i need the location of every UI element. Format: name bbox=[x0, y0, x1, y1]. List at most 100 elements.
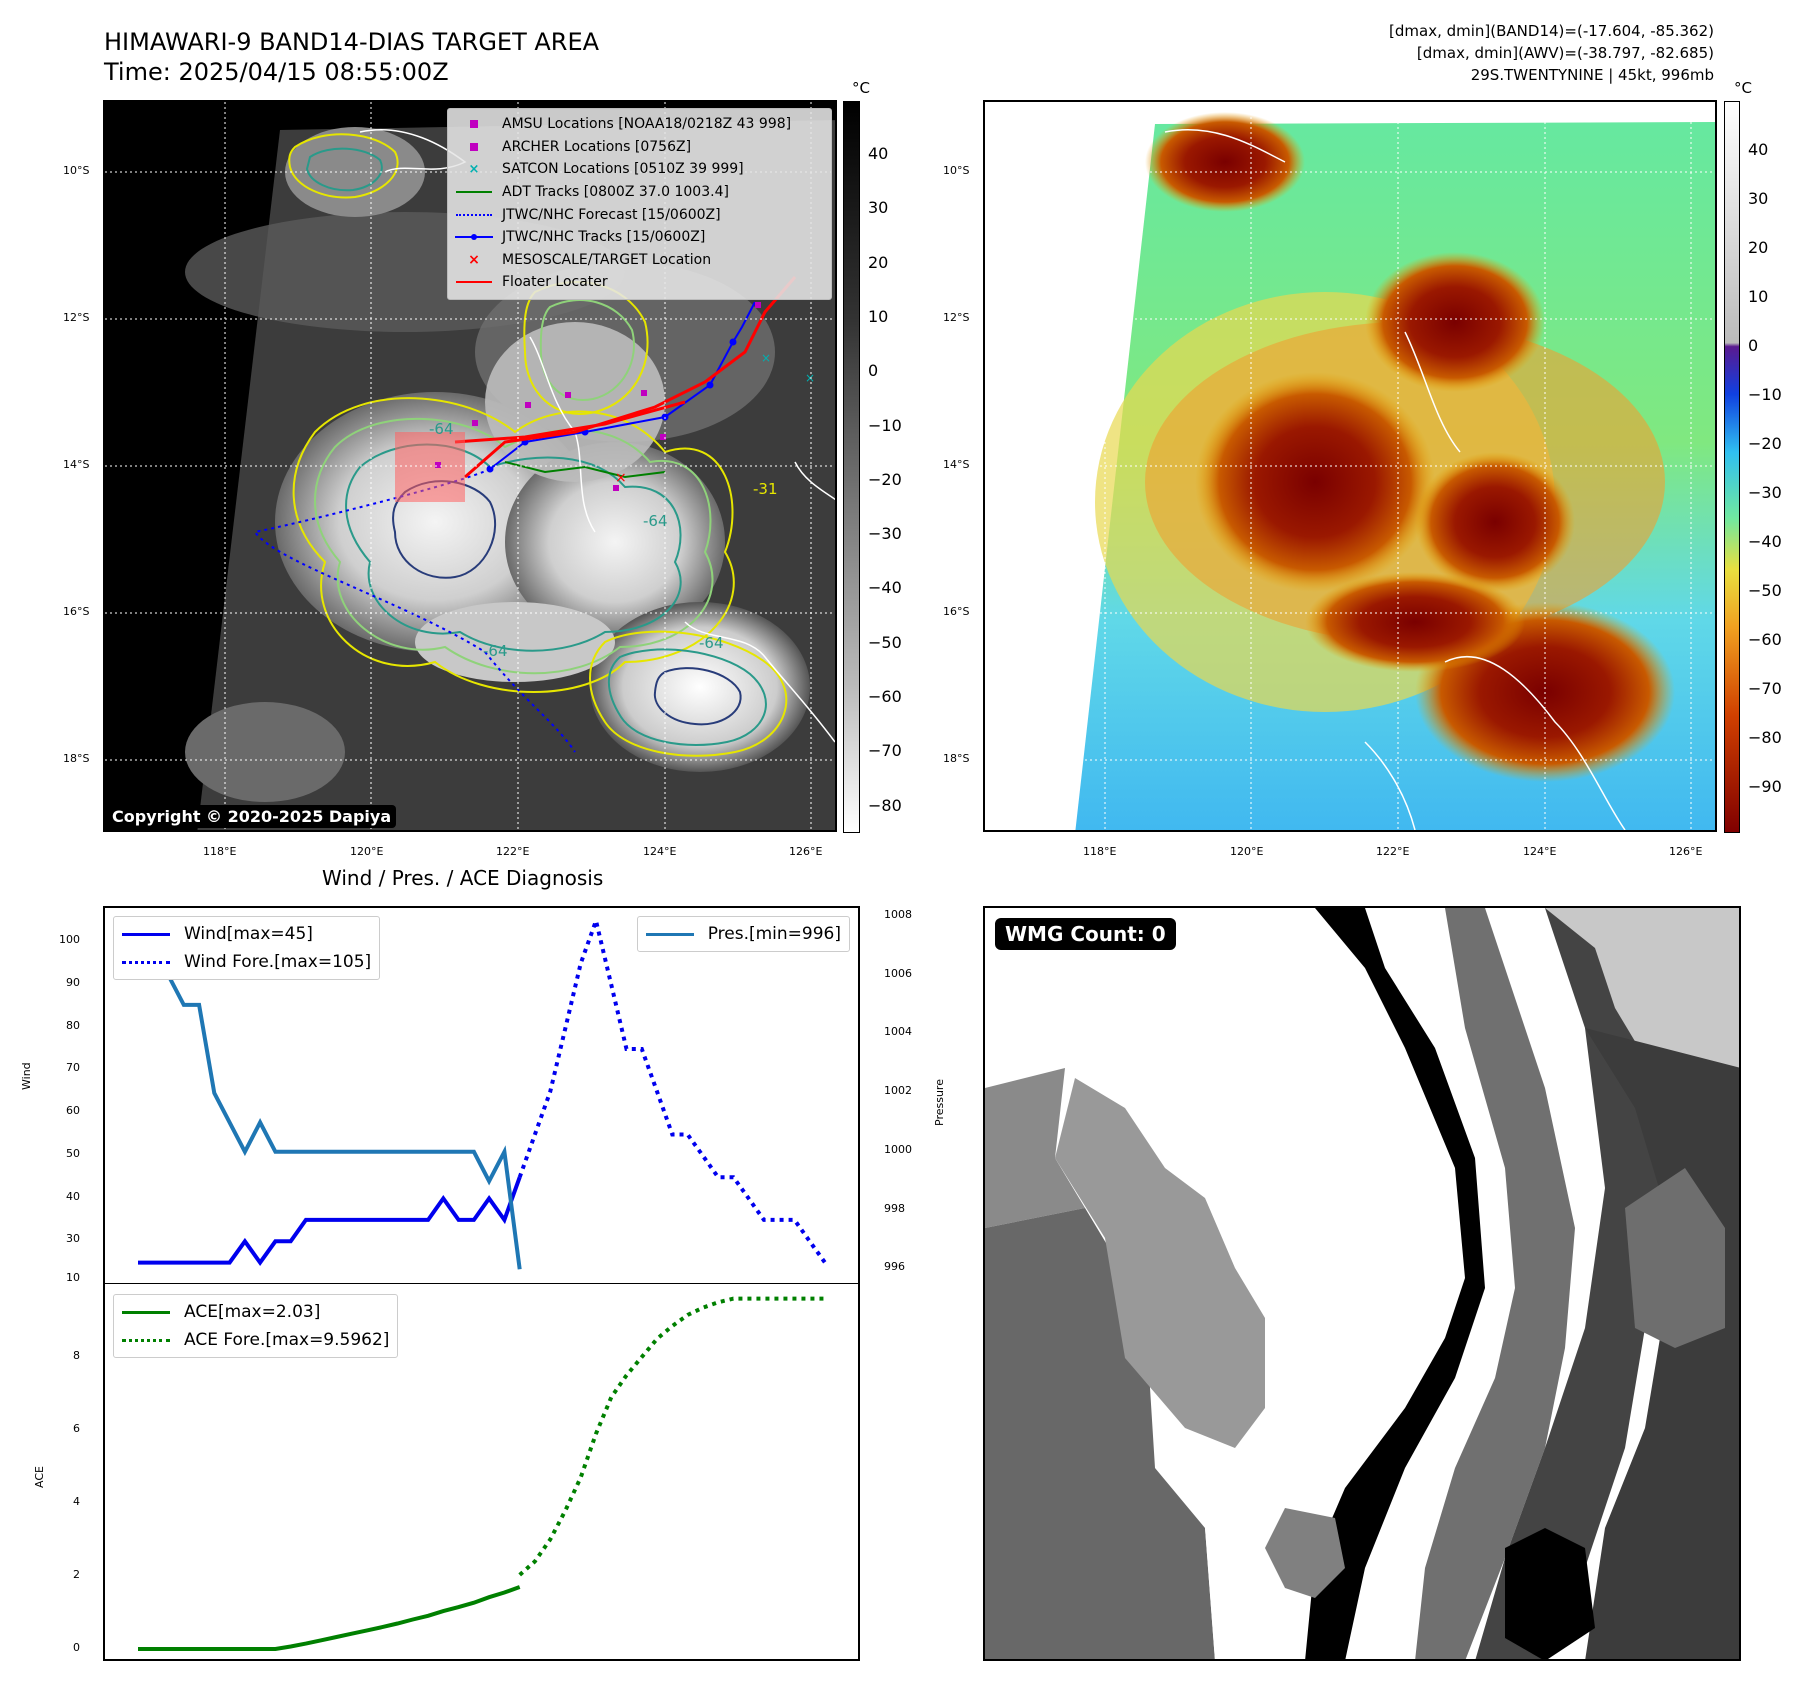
colorbar-tick: −70 bbox=[1748, 679, 1782, 698]
wind-pres-lines bbox=[136, 913, 827, 1270]
wind-series-line bbox=[138, 1176, 522, 1267]
grayscale-colorbar bbox=[843, 101, 860, 833]
lon-tick: 120°E bbox=[350, 845, 384, 858]
pressure-tick: 1002 bbox=[884, 1084, 912, 1098]
awv-color-map[interactable] bbox=[983, 100, 1717, 832]
colorbar-tick: 0 bbox=[1748, 336, 1759, 355]
awv-map-imagery bbox=[985, 102, 1715, 830]
pressure-series-line bbox=[136, 916, 522, 1270]
line-with-dots-icon bbox=[454, 233, 494, 241]
contour-label: -64 bbox=[699, 634, 724, 652]
header-band14-range: [dmax, dmin](BAND14)=(-17.604, -85.362) bbox=[1389, 22, 1714, 40]
colorbar-tick: −40 bbox=[868, 578, 902, 598]
x-marker-icon: × bbox=[468, 251, 480, 268]
legend-item-floater: Floater Locater bbox=[454, 271, 825, 294]
figure-title: HIMAWARI-9 BAND14-DIAS TARGET AREA bbox=[104, 28, 600, 56]
pressure-tick: 1000 bbox=[884, 1142, 912, 1156]
wmg-count-label: WMG Count: 0 bbox=[995, 918, 1176, 950]
colorbar-tick: 40 bbox=[1748, 140, 1769, 159]
lon-tick: 126°E bbox=[789, 845, 823, 858]
solid-line-icon bbox=[122, 1310, 174, 1314]
wind-ylabel: Wind bbox=[20, 1062, 33, 1090]
legend-item-forecast: JTWC/NHC Forecast [15/0600Z] bbox=[454, 203, 825, 226]
colorbar-tick: −60 bbox=[868, 687, 902, 706]
contour-label: -64 bbox=[483, 642, 508, 660]
x-marker-icon: × bbox=[468, 161, 480, 177]
wind-tick: 30 bbox=[66, 1232, 80, 1246]
ace-tick: 8 bbox=[73, 1349, 80, 1362]
lat-tick: 18°S bbox=[63, 752, 90, 765]
lon-tick: 124°E bbox=[643, 845, 677, 858]
colorbar-tick: −10 bbox=[868, 415, 902, 435]
pres-ylabel: Pressure bbox=[933, 1079, 946, 1126]
contour-label: -64 bbox=[429, 420, 454, 438]
colorbar-tick: 0 bbox=[868, 361, 879, 381]
solid-line-icon bbox=[122, 932, 174, 936]
square-marker-icon bbox=[454, 142, 494, 151]
ace-ylabel: ACE bbox=[33, 1466, 46, 1488]
header-awv-range: [dmax, dmin](AWV)=(-38.797, -82.685) bbox=[1416, 44, 1714, 62]
colorbar-unit: °C bbox=[1734, 79, 1752, 97]
lat-tick: 12°S bbox=[63, 311, 90, 324]
map-legend: AMSU Locations [NOAA18/0218Z 43 998] ARC… bbox=[447, 108, 832, 300]
wind-pres-plot: Wind[max=45] Wind Fore.[max=105] Pres.[m… bbox=[103, 906, 860, 1284]
legend-item-satcon: × SATCON Locations [0510Z 39 999] bbox=[454, 158, 825, 181]
pressure-tick: 1008 bbox=[884, 907, 912, 921]
legend-item-target: × MESOSCALE/TARGET Location bbox=[454, 249, 825, 272]
ace-tick: 2 bbox=[73, 1568, 80, 1582]
colorbar-tick: −80 bbox=[1748, 728, 1782, 747]
legend-label: Floater Locater bbox=[502, 274, 608, 291]
color-colorbar bbox=[1724, 101, 1740, 833]
wind-tick: 50 bbox=[66, 1146, 80, 1160]
colorbar-tick: −20 bbox=[868, 469, 902, 489]
wind-tick: 90 bbox=[66, 975, 80, 989]
colorbar-tick: −30 bbox=[868, 524, 902, 544]
svg-text:×: × bbox=[805, 371, 815, 385]
legend-label: Pres.[min=996] bbox=[707, 924, 841, 944]
legend-label: ACE[max=2.03] bbox=[184, 1302, 321, 1322]
colorbar-tick: −50 bbox=[868, 632, 902, 652]
wind-tick: 80 bbox=[66, 1018, 80, 1032]
legend-label: AMSU Locations [NOAA18/0218Z 43 998] bbox=[502, 116, 792, 133]
pressure-tick: 998 bbox=[884, 1201, 905, 1215]
pressure-tick: 1004 bbox=[884, 1025, 912, 1039]
lat-tick: 18°S bbox=[943, 752, 970, 765]
square-marker-icon bbox=[454, 120, 494, 129]
lon-tick: 124°E bbox=[1523, 845, 1557, 858]
lon-tick: 118°E bbox=[1083, 845, 1117, 858]
ace-legend: ACE[max=2.03] ACE Fore.[max=9.5962] bbox=[113, 1294, 399, 1358]
ir-grayscale-map[interactable]: × × × -64 -31 -64 -64 -64 AMSU Locations… bbox=[103, 100, 837, 832]
ace-series-line bbox=[138, 1585, 521, 1651]
wind-legend: Wind[max=45] Wind Fore.[max=105] bbox=[113, 916, 381, 980]
lat-tick: 10°S bbox=[943, 164, 970, 177]
pressure-tick: 996 bbox=[884, 1260, 905, 1274]
copyright-label: Copyright © 2020-2025 Dapiya bbox=[107, 805, 397, 828]
lon-tick: 122°E bbox=[496, 845, 530, 858]
legend-label: Wind[max=45] bbox=[184, 924, 313, 944]
colorbar-tick: −90 bbox=[1748, 777, 1782, 796]
legend-label: SATCON Locations [0510Z 39 999] bbox=[502, 161, 744, 178]
lat-tick: 10°S bbox=[63, 164, 90, 177]
wind-tick: 100 bbox=[59, 933, 80, 947]
wind-tick: 40 bbox=[66, 1189, 80, 1203]
pres-legend: Pres.[min=996] bbox=[636, 916, 850, 952]
figure-time: Time: 2025/04/15 08:55:00Z bbox=[104, 58, 449, 86]
solid-line-icon bbox=[645, 932, 698, 936]
colorbar-tick: −60 bbox=[1748, 630, 1782, 649]
dotted-line-icon bbox=[122, 1338, 174, 1342]
svg-text:×: × bbox=[615, 470, 627, 486]
colorbar-tick: 10 bbox=[1748, 287, 1769, 306]
legend-item-tracks: JTWC/NHC Tracks [15/0600Z] bbox=[454, 226, 825, 249]
lon-tick: 126°E bbox=[1669, 845, 1703, 858]
legend-item-archer: ARCHER Locations [0756Z] bbox=[454, 136, 825, 159]
header-storm-info: 29S.TWENTYNINE | 45kt, 996mb bbox=[1470, 66, 1714, 84]
ace-lines bbox=[138, 1296, 825, 1651]
legend-label: JTWC/NHC Tracks [15/0600Z] bbox=[502, 229, 706, 246]
colorbar-tick: −80 bbox=[868, 795, 902, 815]
lon-tick: 118°E bbox=[203, 845, 237, 858]
svg-text:×: × bbox=[761, 351, 771, 365]
wind-tick: 60 bbox=[66, 1104, 80, 1118]
colorbar-tick: 20 bbox=[1748, 238, 1769, 257]
colorbar-tick: −50 bbox=[1748, 581, 1782, 600]
colorbar-tick: −30 bbox=[1748, 483, 1782, 502]
